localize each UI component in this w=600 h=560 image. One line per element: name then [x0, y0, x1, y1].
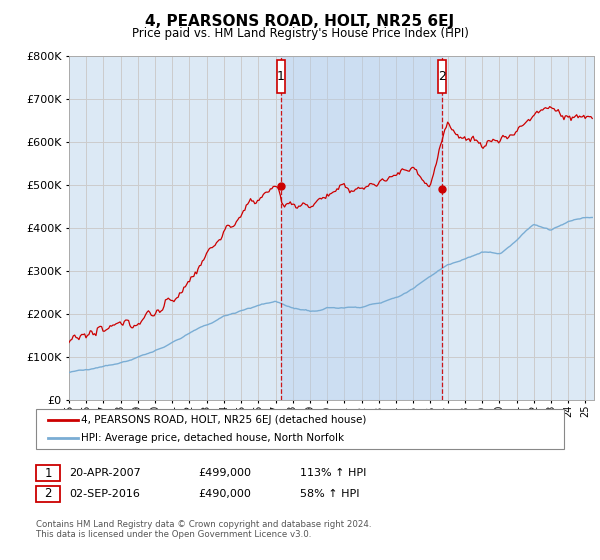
Text: 4, PEARSONS ROAD, HOLT, NR25 6EJ: 4, PEARSONS ROAD, HOLT, NR25 6EJ [145, 14, 455, 29]
Text: Contains HM Land Registry data © Crown copyright and database right 2024.
This d: Contains HM Land Registry data © Crown c… [36, 520, 371, 539]
Text: 2: 2 [44, 487, 52, 501]
Bar [281, 56, 442, 400]
Text: 20-APR-2007: 20-APR-2007 [69, 468, 141, 478]
Text: 1: 1 [277, 70, 284, 83]
Text: 113% ↑ HPI: 113% ↑ HPI [300, 468, 367, 478]
FancyBboxPatch shape [438, 60, 446, 93]
Text: £490,000: £490,000 [198, 489, 251, 499]
Text: 4, PEARSONS ROAD, HOLT, NR25 6EJ (detached house): 4, PEARSONS ROAD, HOLT, NR25 6EJ (detach… [81, 415, 367, 425]
Text: 58% ↑ HPI: 58% ↑ HPI [300, 489, 359, 499]
Text: 02-SEP-2016: 02-SEP-2016 [69, 489, 140, 499]
Text: 2: 2 [438, 70, 446, 83]
Text: £499,000: £499,000 [198, 468, 251, 478]
FancyBboxPatch shape [277, 60, 284, 93]
Text: Price paid vs. HM Land Registry's House Price Index (HPI): Price paid vs. HM Land Registry's House … [131, 27, 469, 40]
Text: HPI: Average price, detached house, North Norfolk: HPI: Average price, detached house, Nort… [81, 433, 344, 443]
Text: 1: 1 [44, 466, 52, 480]
